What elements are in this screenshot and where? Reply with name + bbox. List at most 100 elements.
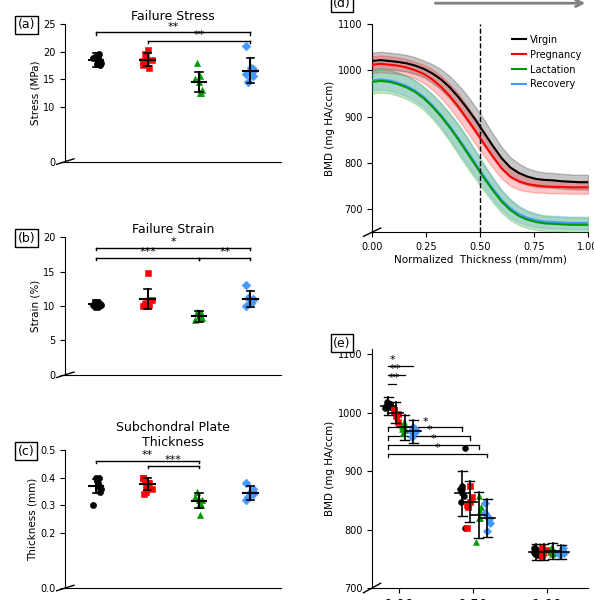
Point	[247, 298, 256, 307]
Point	[192, 487, 201, 497]
Point	[89, 53, 98, 63]
Point	[548, 544, 557, 553]
Point	[456, 484, 465, 494]
Point	[399, 428, 408, 438]
Point	[391, 411, 400, 421]
Point	[460, 443, 470, 452]
Point	[457, 484, 466, 494]
Point	[530, 550, 539, 559]
Point	[90, 302, 100, 311]
Point	[465, 481, 475, 491]
Y-axis label: Strain (%): Strain (%)	[30, 280, 40, 332]
Point	[192, 307, 201, 316]
Point	[197, 85, 207, 95]
Point	[89, 500, 98, 510]
Point	[94, 298, 103, 307]
Point	[381, 403, 390, 413]
Point	[400, 417, 409, 427]
Point	[197, 313, 207, 322]
Point	[194, 311, 204, 321]
Point	[147, 296, 156, 305]
Point	[407, 433, 416, 442]
Point	[457, 481, 467, 491]
Point	[475, 491, 484, 500]
Point	[140, 49, 150, 59]
Point	[529, 547, 539, 557]
Point	[560, 548, 569, 558]
Point	[196, 88, 206, 98]
Point	[194, 77, 204, 86]
Point	[195, 309, 205, 319]
Point	[475, 506, 485, 516]
Text: **: **	[388, 373, 400, 383]
Point	[530, 547, 539, 557]
Point	[397, 421, 407, 430]
Point	[533, 550, 543, 559]
Point	[96, 299, 105, 309]
Point	[248, 490, 258, 499]
Text: **: **	[219, 247, 230, 257]
Point	[551, 547, 560, 557]
Point	[397, 424, 407, 434]
Point	[140, 490, 149, 499]
Y-axis label: BMD (mg HA/ccm): BMD (mg HA/ccm)	[325, 80, 335, 176]
Point	[96, 484, 105, 494]
Point	[244, 493, 253, 502]
Point	[143, 46, 153, 55]
Text: *: *	[422, 416, 428, 427]
Text: ***: ***	[139, 247, 156, 257]
Point	[92, 476, 102, 485]
Point	[91, 51, 100, 61]
Title: Failure Strain: Failure Strain	[132, 223, 214, 236]
Point	[547, 550, 557, 559]
Point	[463, 502, 472, 511]
Point	[138, 473, 148, 483]
Point	[538, 548, 548, 558]
Point	[409, 428, 419, 438]
Point	[484, 512, 493, 521]
Point	[532, 545, 542, 555]
Point	[480, 499, 489, 508]
Point	[484, 514, 493, 524]
Point	[381, 401, 390, 410]
Point	[141, 52, 150, 62]
Point	[538, 550, 547, 559]
Point	[94, 301, 103, 311]
Text: (e): (e)	[333, 337, 350, 350]
Point	[475, 513, 485, 523]
Point	[195, 71, 205, 81]
Point	[94, 481, 103, 491]
Text: *: *	[426, 425, 432, 435]
Point	[248, 487, 258, 497]
Point	[94, 479, 103, 488]
Point	[538, 544, 547, 553]
Point	[247, 63, 256, 73]
Point	[93, 56, 102, 66]
Point	[196, 500, 206, 510]
Point	[244, 293, 253, 302]
Point	[537, 547, 546, 557]
Text: (c): (c)	[18, 445, 34, 458]
Point	[556, 550, 565, 559]
Point	[91, 300, 100, 310]
Point	[144, 479, 153, 488]
Point	[393, 409, 402, 419]
Point	[462, 524, 472, 533]
Point	[91, 473, 100, 483]
Point	[241, 69, 251, 79]
Point	[93, 481, 102, 491]
Point	[386, 402, 396, 412]
Point	[248, 484, 258, 494]
Point	[456, 497, 466, 506]
Point	[96, 487, 105, 497]
Y-axis label: Thickness (mm): Thickness (mm)	[27, 478, 37, 561]
Point	[242, 41, 251, 51]
Text: **: **	[168, 22, 179, 32]
Point	[143, 268, 153, 278]
Point	[530, 544, 540, 553]
Point	[385, 399, 394, 409]
Point	[241, 301, 251, 311]
Point	[480, 508, 489, 518]
Point	[144, 63, 153, 73]
Point	[140, 299, 150, 309]
